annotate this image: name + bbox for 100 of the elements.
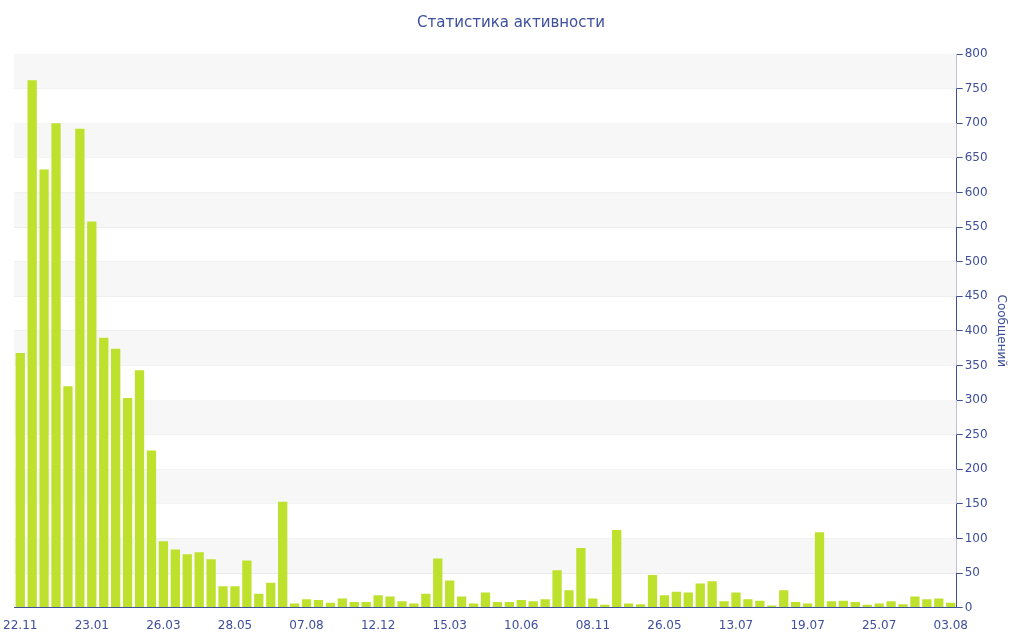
bar [337, 598, 347, 608]
bar [349, 602, 359, 608]
bar [898, 604, 908, 608]
bar [158, 541, 169, 608]
y-tick-label: 450 [964, 288, 988, 303]
bar [146, 450, 157, 608]
bar [421, 593, 431, 608]
y-tick-label: 500 [964, 253, 988, 268]
bar [946, 602, 956, 608]
bar [886, 601, 896, 608]
bar [456, 596, 467, 608]
bar [301, 599, 312, 608]
y-tick-label: 150 [964, 495, 988, 510]
bar [516, 599, 526, 608]
bar [814, 532, 825, 608]
bar [528, 601, 538, 608]
bar [373, 595, 383, 608]
x-tick-label: 26.03 [146, 617, 181, 632]
bar [719, 601, 729, 608]
bar [910, 596, 920, 608]
x-tick-label: 15.03 [432, 617, 467, 632]
bar [242, 560, 252, 608]
y-tick-label: 350 [964, 357, 988, 372]
bar [874, 603, 884, 608]
bar [182, 554, 192, 608]
bar [731, 592, 741, 608]
bar [99, 337, 109, 608]
bar [122, 397, 133, 608]
x-tick-label: 13.07 [718, 617, 754, 632]
bar [206, 559, 216, 608]
bar [802, 603, 813, 608]
bar [659, 595, 670, 608]
bar [480, 592, 491, 608]
bar [635, 604, 646, 608]
bar [576, 548, 586, 608]
bar [922, 599, 932, 608]
y-tick-label: 800 [964, 46, 988, 61]
bar [15, 352, 25, 608]
x-tick-label: 08.11 [575, 617, 611, 632]
bar [826, 601, 837, 608]
y-tick-label: 700 [964, 115, 988, 130]
y-tick-label: 400 [964, 322, 988, 337]
bar [552, 570, 562, 608]
y-tick-label: 650 [964, 149, 988, 164]
x-tick-label: 23.01 [74, 617, 109, 632]
bar [63, 386, 73, 608]
bar [194, 552, 204, 608]
x-tick-label: 25.07 [861, 617, 897, 632]
bar [445, 580, 455, 608]
y-tick-label: 200 [964, 461, 988, 476]
bar [540, 599, 550, 608]
bar [409, 603, 419, 608]
bar [707, 581, 717, 608]
y-tick-label: 300 [964, 392, 988, 407]
bar [791, 602, 801, 608]
bar [397, 601, 407, 608]
bar [588, 598, 598, 608]
bar [779, 590, 789, 608]
y-tick-label: 0 [964, 599, 973, 614]
bar [27, 80, 37, 608]
bar [683, 592, 693, 608]
bar [87, 221, 97, 608]
y-axis-title: Сообщений [994, 294, 1009, 368]
bar [111, 348, 121, 608]
bar [230, 586, 240, 608]
bar [743, 599, 753, 608]
y-tick-label: 550 [964, 219, 988, 234]
x-tick-label: 10.06 [504, 617, 539, 632]
x-tick-label: 07.08 [289, 617, 324, 632]
bar [385, 596, 395, 608]
y-tick-label: 250 [964, 426, 988, 441]
bar [289, 603, 300, 608]
bar [75, 128, 85, 608]
bar [361, 602, 371, 608]
y-tick-label: 100 [964, 530, 988, 545]
bar [623, 603, 634, 608]
bar [838, 600, 849, 608]
x-tick-label: 03.08 [933, 617, 968, 632]
bar [755, 600, 765, 608]
bar [468, 603, 479, 608]
bar [647, 575, 658, 608]
bar [564, 590, 574, 608]
bar [254, 593, 264, 608]
y-tick-label: 750 [964, 80, 988, 95]
bar [51, 123, 61, 608]
y-tick-label: 600 [964, 184, 988, 199]
bar [170, 549, 180, 608]
chart-title: Статистика активности [417, 12, 605, 31]
bar [504, 602, 514, 608]
x-tick-label: 22.11 [3, 617, 38, 632]
x-tick-label: 12.12 [360, 617, 396, 632]
x-tick-label: 26.05 [647, 617, 682, 632]
bar [934, 598, 944, 608]
x-tick-label: 19.07 [790, 617, 825, 632]
bar [433, 558, 443, 608]
bar [266, 582, 276, 608]
bar [671, 591, 682, 608]
bar [134, 370, 145, 608]
bar [39, 169, 49, 608]
bar [313, 599, 324, 608]
